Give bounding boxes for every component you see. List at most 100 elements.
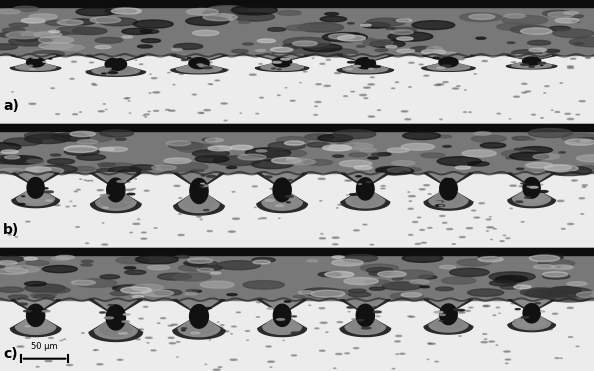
Circle shape bbox=[320, 350, 325, 351]
Circle shape bbox=[29, 65, 33, 66]
Circle shape bbox=[204, 7, 241, 14]
Circle shape bbox=[549, 293, 591, 302]
Circle shape bbox=[505, 279, 513, 280]
Polygon shape bbox=[350, 299, 380, 332]
Circle shape bbox=[276, 205, 284, 207]
Circle shape bbox=[582, 185, 587, 186]
Circle shape bbox=[366, 182, 371, 183]
Circle shape bbox=[133, 223, 140, 224]
Polygon shape bbox=[10, 300, 61, 336]
Circle shape bbox=[334, 72, 341, 74]
Circle shape bbox=[18, 203, 25, 205]
Circle shape bbox=[76, 8, 116, 16]
Circle shape bbox=[93, 350, 96, 351]
Bar bbox=[0, 124, 594, 173]
Circle shape bbox=[454, 68, 461, 69]
Polygon shape bbox=[440, 304, 457, 325]
Circle shape bbox=[440, 265, 456, 269]
Circle shape bbox=[311, 290, 345, 297]
Circle shape bbox=[570, 37, 594, 47]
Circle shape bbox=[511, 62, 516, 63]
Circle shape bbox=[224, 331, 229, 332]
Circle shape bbox=[232, 49, 248, 53]
Circle shape bbox=[50, 154, 61, 156]
Circle shape bbox=[264, 152, 290, 157]
Circle shape bbox=[169, 142, 203, 149]
Circle shape bbox=[320, 322, 327, 324]
Circle shape bbox=[272, 48, 316, 57]
Circle shape bbox=[0, 142, 21, 151]
Circle shape bbox=[8, 234, 11, 235]
Circle shape bbox=[409, 62, 414, 63]
Circle shape bbox=[424, 75, 429, 76]
Circle shape bbox=[443, 145, 451, 147]
Circle shape bbox=[368, 84, 375, 85]
Circle shape bbox=[195, 155, 229, 162]
Circle shape bbox=[420, 286, 429, 288]
Circle shape bbox=[538, 62, 546, 64]
Polygon shape bbox=[27, 58, 45, 67]
Circle shape bbox=[457, 259, 491, 266]
Circle shape bbox=[238, 154, 266, 160]
Circle shape bbox=[221, 103, 228, 104]
Polygon shape bbox=[10, 55, 61, 71]
Circle shape bbox=[46, 20, 70, 26]
Circle shape bbox=[173, 273, 211, 281]
Circle shape bbox=[21, 196, 25, 197]
Circle shape bbox=[580, 140, 591, 142]
Circle shape bbox=[33, 50, 65, 57]
Polygon shape bbox=[86, 55, 146, 76]
Circle shape bbox=[126, 189, 133, 191]
Circle shape bbox=[529, 139, 535, 140]
Circle shape bbox=[320, 63, 325, 64]
Circle shape bbox=[130, 165, 156, 170]
Polygon shape bbox=[517, 55, 546, 67]
Circle shape bbox=[482, 60, 488, 62]
Circle shape bbox=[516, 57, 519, 58]
Circle shape bbox=[13, 6, 39, 12]
Circle shape bbox=[521, 221, 524, 222]
Circle shape bbox=[192, 94, 197, 95]
Circle shape bbox=[67, 364, 72, 366]
Circle shape bbox=[514, 319, 523, 321]
Circle shape bbox=[505, 363, 508, 364]
Circle shape bbox=[332, 256, 345, 258]
Circle shape bbox=[290, 100, 295, 101]
Polygon shape bbox=[17, 173, 55, 206]
Circle shape bbox=[33, 295, 55, 299]
Polygon shape bbox=[174, 173, 225, 215]
Circle shape bbox=[293, 41, 317, 46]
Circle shape bbox=[570, 58, 576, 59]
Circle shape bbox=[357, 190, 362, 191]
Circle shape bbox=[522, 92, 527, 93]
Circle shape bbox=[316, 84, 321, 85]
Circle shape bbox=[538, 296, 545, 298]
Circle shape bbox=[481, 341, 488, 343]
Circle shape bbox=[92, 83, 95, 84]
Circle shape bbox=[8, 295, 28, 299]
Circle shape bbox=[0, 256, 24, 262]
Circle shape bbox=[538, 260, 575, 267]
Circle shape bbox=[345, 180, 352, 181]
Circle shape bbox=[144, 190, 149, 191]
Circle shape bbox=[501, 150, 539, 158]
Circle shape bbox=[77, 154, 106, 160]
Circle shape bbox=[394, 19, 409, 22]
Circle shape bbox=[442, 306, 450, 308]
Circle shape bbox=[467, 289, 504, 296]
Circle shape bbox=[157, 323, 160, 324]
Circle shape bbox=[291, 64, 297, 65]
Circle shape bbox=[365, 280, 390, 285]
Circle shape bbox=[333, 244, 338, 245]
Polygon shape bbox=[261, 55, 304, 70]
Circle shape bbox=[347, 307, 354, 308]
Circle shape bbox=[546, 287, 592, 297]
Circle shape bbox=[549, 329, 552, 330]
Circle shape bbox=[287, 159, 315, 165]
Circle shape bbox=[307, 260, 318, 262]
Circle shape bbox=[133, 20, 173, 28]
Circle shape bbox=[474, 132, 491, 135]
Circle shape bbox=[307, 142, 330, 147]
Circle shape bbox=[392, 161, 415, 165]
Circle shape bbox=[39, 165, 77, 173]
